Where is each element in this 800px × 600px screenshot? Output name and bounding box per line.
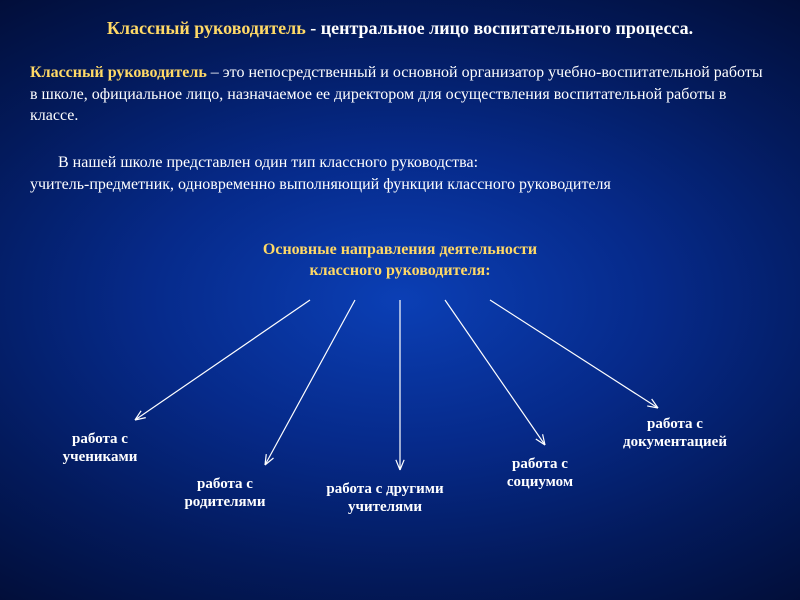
title-rest: - центральное лицо воспитательного проце… [306, 18, 693, 38]
diagram-heading-line1: Основные направления деятельности [263, 241, 537, 258]
definition-lead: Классный руководитель [30, 64, 207, 81]
diagram-heading-line2: классного руководителя: [309, 262, 490, 279]
diagram-node-students: работа сучениками [10, 430, 190, 466]
school-type-paragraph: В нашей школе представлен один тип класс… [30, 152, 770, 195]
diagram-node-society: работа ссоциумом [450, 455, 630, 491]
diagram-node-docs: работа сдокументацией [585, 415, 765, 451]
definition-paragraph: Классный руководитель – это непосредстве… [30, 62, 770, 127]
slide-root: Классный руководитель - центральное лицо… [0, 0, 800, 600]
diagram-heading: Основные направления деятельности классн… [0, 240, 800, 282]
diagram-node-parents: работа сродителями [135, 475, 315, 511]
slide-title: Классный руководитель - центральное лицо… [0, 18, 800, 39]
diagram-node-teachers: работа с другимиучителями [295, 480, 475, 516]
title-highlight: Классный руководитель [107, 18, 306, 38]
